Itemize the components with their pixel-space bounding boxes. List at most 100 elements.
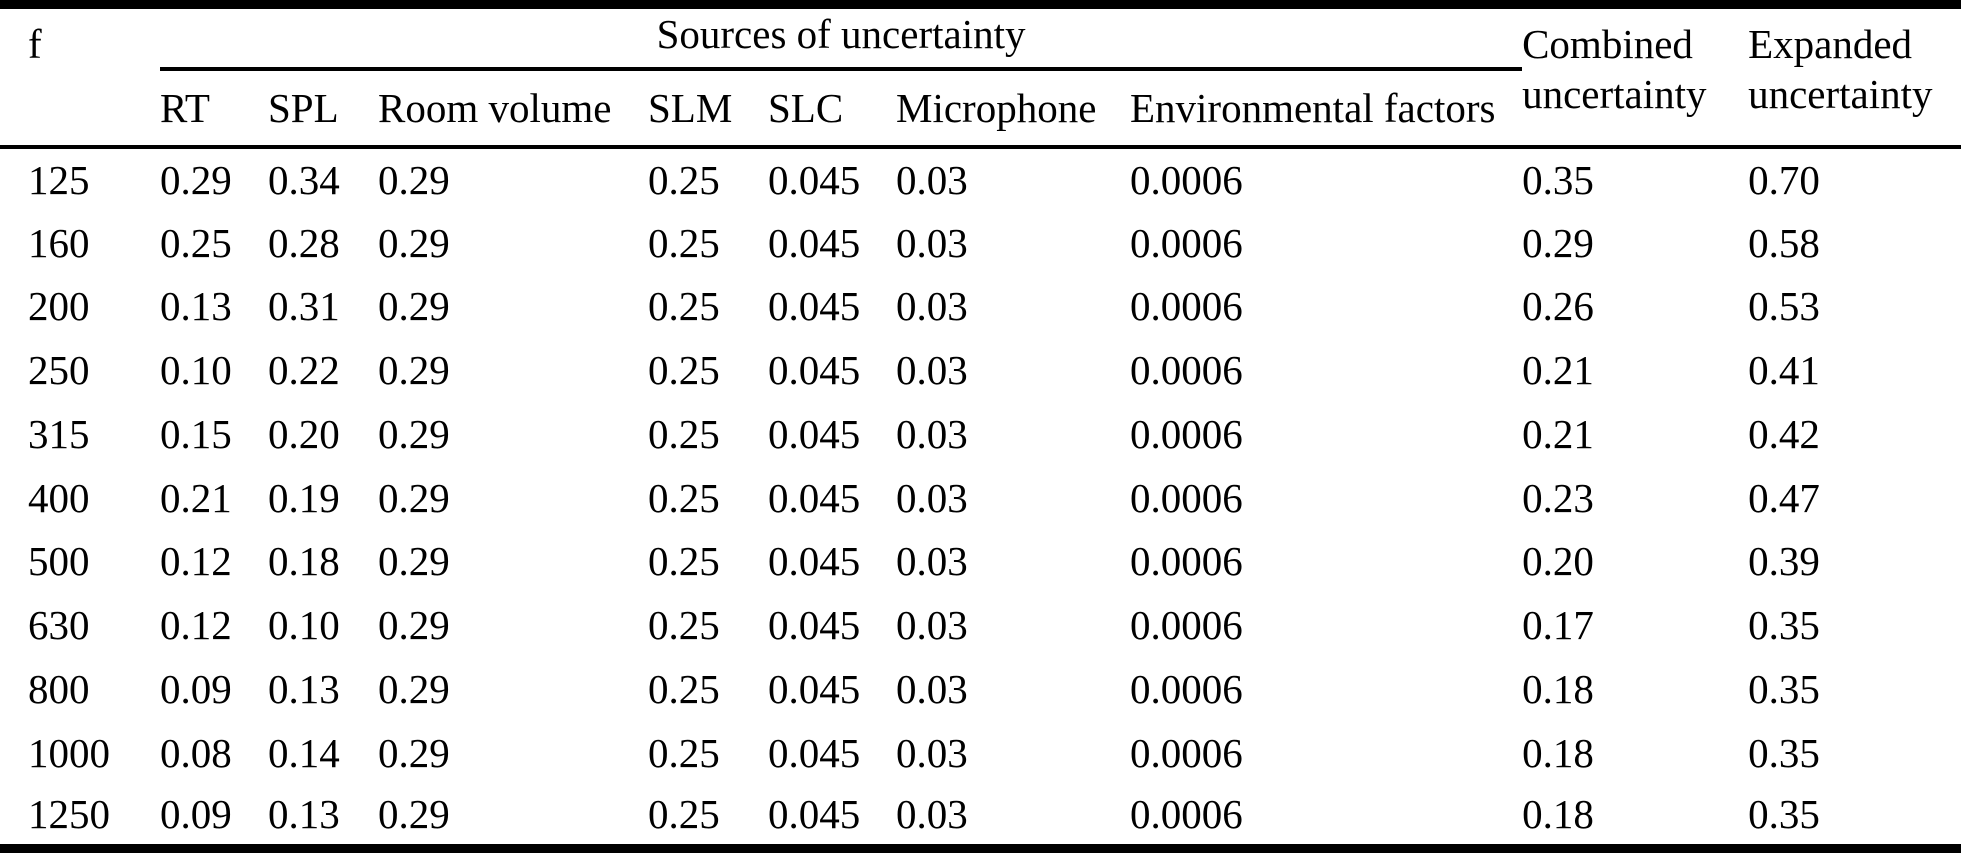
cell-microphone: 0.03 — [896, 347, 968, 394]
cell-slc: 0.045 — [768, 666, 861, 712]
cell-slm: 0.25 — [648, 666, 720, 712]
cell-microphone: 0.03 — [896, 410, 968, 457]
cell-room-volume: 0.29 — [378, 219, 450, 266]
cell-spl: 0.20 — [268, 410, 340, 457]
cell-expanded-uncertainty: 0.47 — [1748, 474, 1820, 521]
cell-slc: 0.045 — [768, 283, 861, 330]
cell-environmental-factors: 0.0006 — [1130, 602, 1243, 649]
cell-f: 200 — [28, 283, 90, 330]
cell-environmental-factors: 0.0006 — [1130, 219, 1243, 266]
cell-spl: 0.10 — [268, 602, 340, 649]
cell-f: 400 — [28, 474, 90, 521]
cell-room-volume: 0.29 — [378, 347, 450, 394]
cell-spl: 0.18 — [268, 538, 340, 585]
table-row: 250 0.10 0.22 0.29 0.25 0.045 0.03 0.000… — [0, 338, 1961, 402]
cell-spl: 0.34 — [268, 156, 340, 203]
cell-microphone: 0.03 — [896, 666, 968, 712]
cell-f: 800 — [28, 666, 90, 712]
table-row: 1250 0.09 0.13 0.29 0.25 0.045 0.03 0.00… — [0, 785, 1961, 849]
cell-expanded-uncertainty: 0.39 — [1748, 538, 1820, 585]
cell-spl: 0.19 — [268, 474, 340, 521]
column-header-rt: RT — [160, 69, 268, 149]
cell-environmental-factors: 0.0006 — [1130, 156, 1243, 203]
cell-combined-uncertainty: 0.35 — [1522, 156, 1594, 203]
cell-slc: 0.045 — [768, 791, 861, 838]
cell-environmental-factors: 0.0006 — [1130, 729, 1243, 776]
cell-expanded-uncertainty: 0.41 — [1748, 347, 1820, 394]
table-row: 800 0.09 0.13 0.29 0.25 0.045 0.03 0.000… — [0, 657, 1961, 721]
cell-combined-uncertainty: 0.21 — [1522, 410, 1594, 457]
cell-expanded-uncertainty: 0.53 — [1748, 283, 1820, 330]
cell-f: 315 — [28, 410, 90, 457]
group-header-sources-of-uncertainty: Sources of uncertainty — [160, 4, 1523, 71]
cell-f: 125 — [28, 156, 90, 203]
cell-slm: 0.25 — [648, 410, 720, 457]
cell-room-volume: 0.29 — [378, 283, 450, 330]
column-header-slc: SLC — [768, 69, 896, 149]
cell-room-volume: 0.29 — [378, 666, 450, 712]
cell-spl: 0.13 — [268, 666, 340, 712]
cell-rt: 0.09 — [160, 791, 232, 838]
table-row: 315 0.15 0.20 0.29 0.25 0.045 0.03 0.000… — [0, 402, 1961, 466]
cell-room-volume: 0.29 — [378, 791, 450, 838]
cell-combined-uncertainty: 0.18 — [1522, 729, 1594, 776]
column-header-environmental-factors: Environmental factors — [1130, 69, 1523, 149]
cell-combined-uncertainty: 0.23 — [1522, 474, 1594, 521]
cell-slm: 0.25 — [648, 791, 720, 838]
cell-spl: 0.31 — [268, 283, 340, 330]
table-body: 125 0.29 0.34 0.29 0.25 0.045 0.03 0.000… — [0, 147, 1961, 849]
cell-microphone: 0.03 — [896, 791, 968, 838]
cell-spl: 0.22 — [268, 347, 340, 394]
column-header-combined-uncertainty: Combined uncertainty — [1522, 4, 1749, 149]
cell-room-volume: 0.29 — [378, 729, 450, 776]
cell-slm: 0.25 — [648, 219, 720, 266]
column-header-f: f — [0, 4, 160, 149]
cell-expanded-uncertainty: 0.58 — [1748, 219, 1820, 266]
cell-f: 1250 — [28, 791, 110, 838]
cell-rt: 0.15 — [160, 410, 232, 457]
cell-rt: 0.09 — [160, 666, 232, 712]
cell-slc: 0.045 — [768, 156, 861, 203]
cell-microphone: 0.03 — [896, 729, 968, 776]
cell-combined-uncertainty: 0.18 — [1522, 666, 1594, 712]
table-row: 500 0.12 0.18 0.29 0.25 0.045 0.03 0.000… — [0, 530, 1961, 594]
cell-microphone: 0.03 — [896, 156, 968, 203]
column-header-microphone: Microphone — [896, 69, 1130, 149]
cell-slc: 0.045 — [768, 474, 861, 521]
cell-slm: 0.25 — [648, 538, 720, 585]
cell-rt: 0.13 — [160, 283, 232, 330]
cell-slc: 0.045 — [768, 602, 861, 649]
cell-expanded-uncertainty: 0.35 — [1748, 666, 1820, 712]
cell-microphone: 0.03 — [896, 219, 968, 266]
cell-rt: 0.29 — [160, 156, 232, 203]
column-header-spl: SPL — [268, 69, 378, 149]
cell-spl: 0.14 — [268, 729, 340, 776]
table-row: 125 0.29 0.34 0.29 0.25 0.045 0.03 0.000… — [0, 147, 1961, 211]
cell-rt: 0.21 — [160, 474, 232, 521]
cell-microphone: 0.03 — [896, 538, 968, 585]
cell-spl: 0.13 — [268, 791, 340, 838]
cell-rt: 0.12 — [160, 538, 232, 585]
table-header: f Sources of uncertainty Combined uncert… — [0, 4, 1961, 149]
cell-slm: 0.25 — [648, 729, 720, 776]
cell-expanded-uncertainty: 0.35 — [1748, 729, 1820, 776]
cell-room-volume: 0.29 — [378, 602, 450, 649]
cell-microphone: 0.03 — [896, 602, 968, 649]
cell-rt: 0.12 — [160, 602, 232, 649]
table-row: 1000 0.08 0.14 0.29 0.25 0.045 0.03 0.00… — [0, 721, 1961, 785]
cell-f: 630 — [28, 602, 90, 649]
cell-slm: 0.25 — [648, 156, 720, 203]
cell-room-volume: 0.29 — [378, 410, 450, 457]
cell-environmental-factors: 0.0006 — [1130, 538, 1243, 585]
cell-slm: 0.25 — [648, 602, 720, 649]
cell-combined-uncertainty: 0.26 — [1522, 283, 1594, 330]
cell-rt: 0.10 — [160, 347, 232, 394]
cell-slc: 0.045 — [768, 347, 861, 394]
column-header-slm: SLM — [648, 69, 768, 149]
sub-header-row: RT SPL Room volume SLM SLC Microphone En… — [0, 69, 1961, 149]
table-row: 400 0.21 0.19 0.29 0.25 0.045 0.03 0.000… — [0, 466, 1961, 530]
table-row: 160 0.25 0.28 0.29 0.25 0.045 0.03 0.000… — [0, 211, 1961, 275]
cell-microphone: 0.03 — [896, 474, 968, 521]
cell-room-volume: 0.29 — [378, 474, 450, 521]
